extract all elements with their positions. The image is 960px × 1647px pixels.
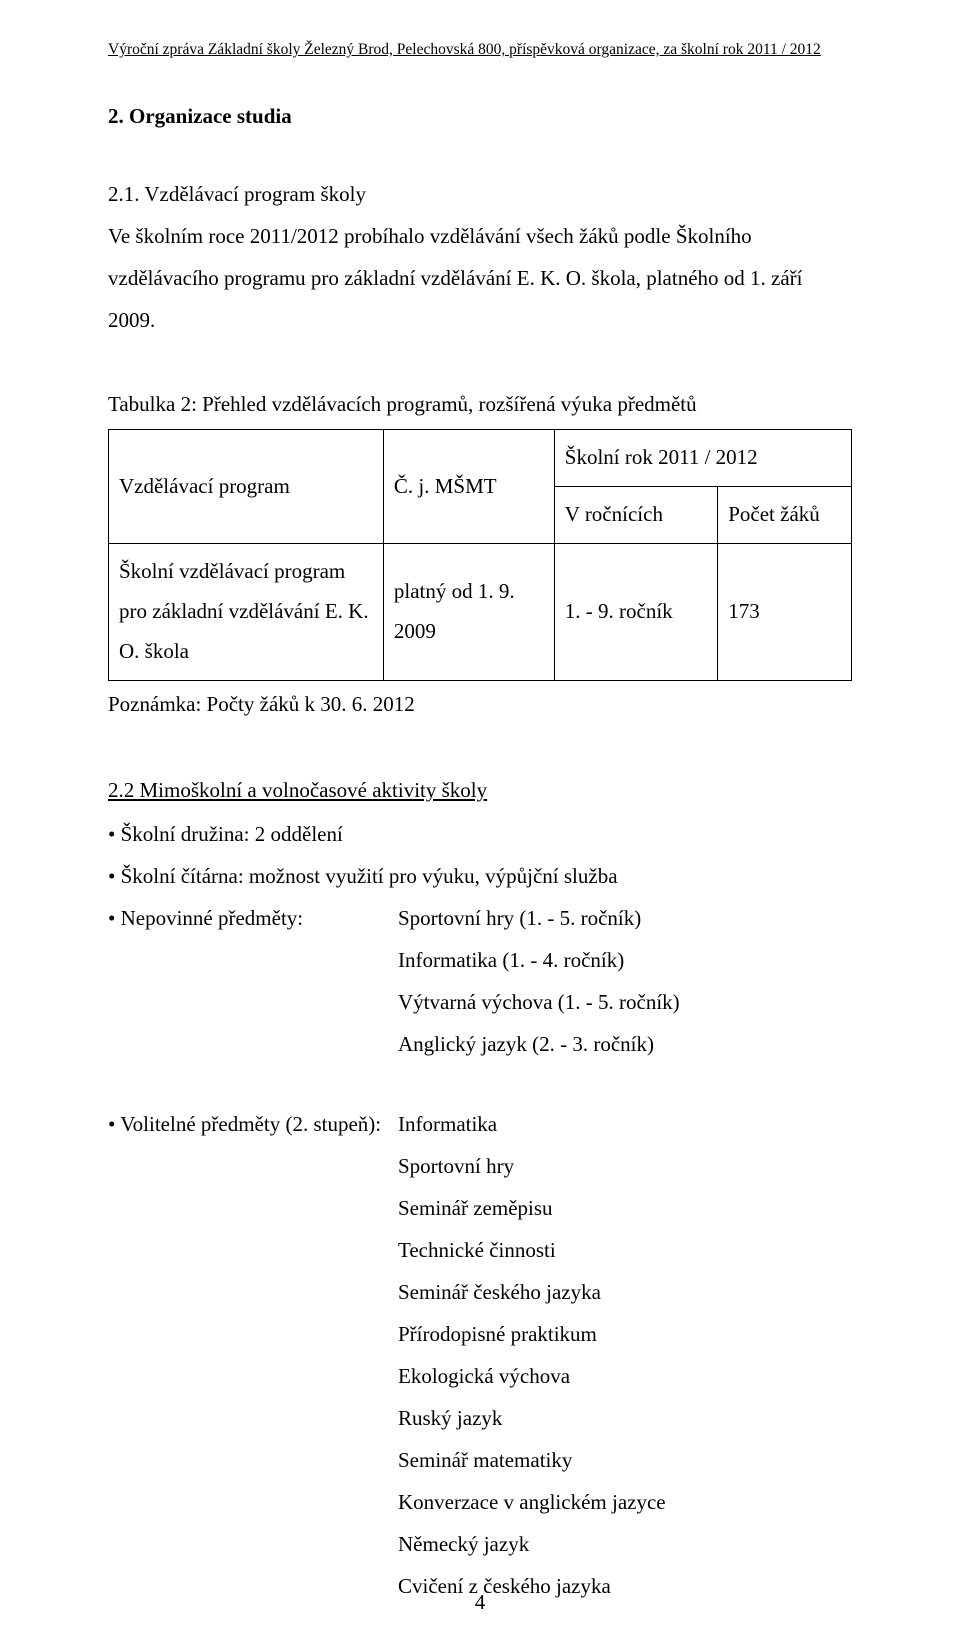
th-school-year: Školní rok 2011 / 2012 bbox=[554, 430, 851, 487]
bullet-value: Informatika (1. - 4. ročník) bbox=[398, 939, 852, 981]
section-heading: 2. Organizace studia bbox=[108, 104, 852, 129]
table2-note: Poznámka: Počty žáků k 30. 6. 2012 bbox=[108, 683, 852, 725]
bullet-line: • Volitelné předměty (2. stupeň): Inform… bbox=[108, 1103, 852, 1145]
bullet-line: • Školní družina: 2 oddělení bbox=[108, 813, 852, 855]
bullet-line: • Nepovinné předměty: Sportovní hry (1. … bbox=[108, 897, 852, 939]
th-grades: V ročnících bbox=[554, 487, 717, 544]
th-count: Počet žáků bbox=[718, 487, 852, 544]
spacer bbox=[108, 1065, 852, 1103]
bullet-value: Výtvarná výchova (1. - 5. ročník) bbox=[398, 981, 852, 1023]
sub21-paragraph: 2.1. Vzdělávací program školy Ve školním… bbox=[108, 173, 852, 341]
td-program: Školní vzdělávací program pro základní v… bbox=[109, 543, 384, 680]
bullet-value: Anglický jazyk (2. - 3. ročník) bbox=[398, 1023, 852, 1065]
td-grades: 1. - 9. ročník bbox=[554, 543, 717, 680]
td-valid-from: platný od 1. 9. 2009 bbox=[383, 543, 554, 680]
running-header: Výroční zpráva Základní školy Železný Br… bbox=[108, 40, 852, 60]
table-row: Školní vzdělávací program pro základní v… bbox=[109, 543, 852, 680]
sub21-body: Ve školním roce 2011/2012 probíhalo vzdě… bbox=[108, 224, 803, 332]
bullet-value: Technické činnosti bbox=[398, 1229, 852, 1271]
bullet-value: Seminář matematiky bbox=[398, 1439, 852, 1481]
bullet-value: Informatika bbox=[398, 1103, 497, 1145]
th-program: Vzdělávací program bbox=[109, 430, 384, 544]
bullet-value: Ruský jazyk bbox=[398, 1397, 852, 1439]
bullet-value: Přírodopisné praktikum bbox=[398, 1313, 852, 1355]
page-number: 4 bbox=[0, 1590, 960, 1615]
bullet-value: Seminář českého jazyka bbox=[398, 1271, 852, 1313]
sub22-title: 2.2 Mimoškolní a volnočasové aktivity šk… bbox=[108, 769, 852, 811]
th-cj-msmt: Č. j. MŠMT bbox=[383, 430, 554, 544]
table2: Vzdělávací program Č. j. MŠMT Školní rok… bbox=[108, 429, 852, 680]
table-row: Vzdělávací program Č. j. MŠMT Školní rok… bbox=[109, 430, 852, 487]
bullet-line: • Školní čítárna: možnost využití pro vý… bbox=[108, 855, 852, 897]
bullet-value: Sportovní hry bbox=[398, 1145, 852, 1187]
td-count: 173 bbox=[718, 543, 852, 680]
bullet-label-volitelne: • Volitelné předměty (2. stupeň): bbox=[108, 1103, 398, 1145]
bullet-value: Sportovní hry (1. - 5. ročník) bbox=[398, 897, 641, 939]
bullet-value: Seminář zeměpisu bbox=[398, 1187, 852, 1229]
bullet-value: Ekologická výchova bbox=[398, 1355, 852, 1397]
table2-caption: Tabulka 2: Přehled vzdělávacích programů… bbox=[108, 383, 852, 425]
sub21-title: 2.1. Vzdělávací program školy bbox=[108, 182, 366, 206]
bullets-block: • Školní družina: 2 oddělení • Školní čí… bbox=[108, 813, 852, 1607]
page: Výroční zpráva Základní školy Železný Br… bbox=[0, 0, 960, 1647]
bullet-label-nepovinne: • Nepovinné předměty: bbox=[108, 897, 398, 939]
bullet-value: Konverzace v anglickém jazyce bbox=[398, 1481, 852, 1523]
bullet-value: Německý jazyk bbox=[398, 1523, 852, 1565]
